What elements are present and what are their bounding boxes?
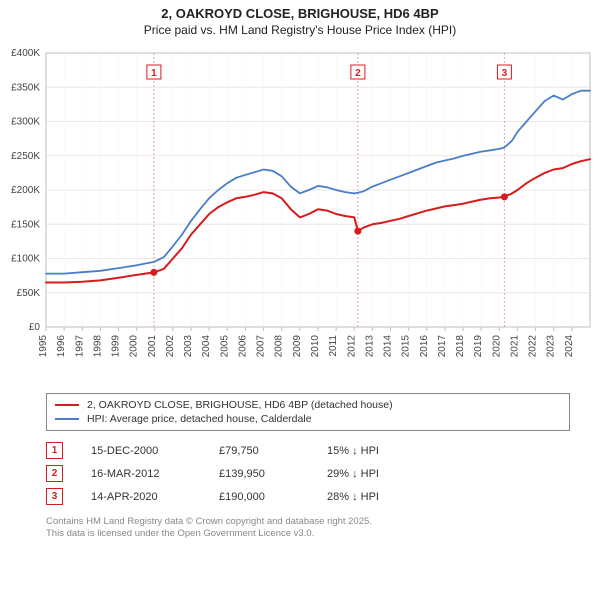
svg-text:2013: 2013 [364, 335, 375, 358]
svg-text:£300K: £300K [11, 117, 40, 128]
svg-text:£200K: £200K [11, 185, 40, 196]
svg-text:2019: 2019 [473, 335, 484, 358]
footer-line-2: This data is licensed under the Open Gov… [46, 528, 570, 540]
sale-date: 15-DEC-2000 [91, 445, 191, 457]
svg-text:2006: 2006 [237, 335, 248, 358]
svg-text:1: 1 [151, 68, 157, 79]
svg-text:2002: 2002 [165, 335, 176, 358]
footer: Contains HM Land Registry data © Crown c… [46, 516, 570, 541]
svg-text:2023: 2023 [546, 335, 557, 358]
sale-date: 16-MAR-2012 [91, 468, 191, 480]
svg-text:£50K: £50K [17, 288, 41, 299]
sale-delta: 15% ↓ HPI [327, 445, 417, 457]
sale-row: 2 16-MAR-2012 £139,950 29% ↓ HPI [46, 462, 570, 485]
sale-marker: 1 [46, 442, 63, 459]
svg-text:2017: 2017 [437, 335, 448, 358]
svg-text:2020: 2020 [491, 335, 502, 358]
chart: £0 £50K £100K £150K £200K £250K £300K £350K £400… [0, 45, 600, 385]
svg-text:2011: 2011 [328, 335, 339, 357]
svg-text:1998: 1998 [92, 335, 103, 358]
svg-text:3: 3 [502, 68, 508, 79]
sale-date: 14-APR-2020 [91, 491, 191, 503]
title-main: 2, OAKROYD CLOSE, BRIGHOUSE, HD6 4BP [0, 6, 600, 21]
sale-price: £79,750 [219, 445, 299, 457]
svg-text:2016: 2016 [419, 335, 430, 358]
svg-text:2005: 2005 [219, 335, 230, 358]
svg-text:1999: 1999 [111, 335, 122, 358]
svg-text:£0: £0 [29, 322, 41, 333]
legend-swatch [55, 418, 79, 421]
svg-text:2000: 2000 [129, 335, 140, 358]
svg-text:1997: 1997 [74, 335, 85, 358]
sale-row: 3 14-APR-2020 £190,000 28% ↓ HPI [46, 485, 570, 508]
svg-text:£150K: £150K [11, 219, 40, 230]
svg-text:2012: 2012 [346, 335, 357, 358]
sale-marker: 3 [46, 488, 63, 505]
svg-text:2022: 2022 [528, 335, 539, 358]
legend-label: HPI: Average price, detached house, Cald… [87, 413, 312, 425]
svg-text:£350K: £350K [11, 82, 40, 93]
sales-table: 1 15-DEC-2000 £79,750 15% ↓ HPI 2 16-MAR-2012… [46, 439, 570, 508]
svg-text:2018: 2018 [455, 335, 466, 358]
svg-text:£100K: £100K [11, 254, 40, 265]
sale-price: £190,000 [219, 491, 299, 503]
svg-text:1995: 1995 [38, 335, 49, 358]
sale-delta: 29% ↓ HPI [327, 468, 417, 480]
svg-text:2010: 2010 [310, 335, 321, 358]
svg-text:2024: 2024 [564, 335, 575, 358]
svg-text:£400K: £400K [11, 48, 40, 59]
legend-swatch [55, 404, 79, 407]
svg-text:2004: 2004 [201, 335, 212, 358]
title-block: 2, OAKROYD CLOSE, BRIGHOUSE, HD6 4BP Pri… [0, 0, 600, 37]
sale-price: £139,950 [219, 468, 299, 480]
footer-line-1: Contains HM Land Registry data © Crown c… [46, 516, 570, 528]
svg-text:1996: 1996 [56, 335, 67, 358]
sale-delta: 28% ↓ HPI [327, 491, 417, 503]
svg-text:2009: 2009 [292, 335, 303, 358]
sale-marker: 2 [46, 465, 63, 482]
chart-svg: £0 £50K £100K £150K £200K £250K £300K £350K £400… [0, 45, 600, 385]
svg-text:2015: 2015 [401, 335, 412, 358]
svg-text:£250K: £250K [11, 151, 40, 162]
svg-text:2007: 2007 [256, 335, 267, 358]
legend-label: 2, OAKROYD CLOSE, BRIGHOUSE, HD6 4BP (de… [87, 399, 393, 411]
svg-text:2001: 2001 [147, 335, 158, 358]
svg-text:2014: 2014 [383, 335, 394, 358]
svg-text:2008: 2008 [274, 335, 285, 358]
legend-row: 2, OAKROYD CLOSE, BRIGHOUSE, HD6 4BP (de… [55, 398, 561, 412]
svg-text:2003: 2003 [183, 335, 194, 358]
svg-text:2: 2 [355, 68, 361, 79]
legend-row: HPI: Average price, detached house, Cald… [55, 412, 561, 426]
sale-row: 1 15-DEC-2000 £79,750 15% ↓ HPI [46, 439, 570, 462]
svg-text:2021: 2021 [509, 335, 520, 358]
legend: 2, OAKROYD CLOSE, BRIGHOUSE, HD6 4BP (de… [46, 393, 570, 431]
title-subtitle: Price paid vs. HM Land Registry's House … [0, 23, 600, 37]
